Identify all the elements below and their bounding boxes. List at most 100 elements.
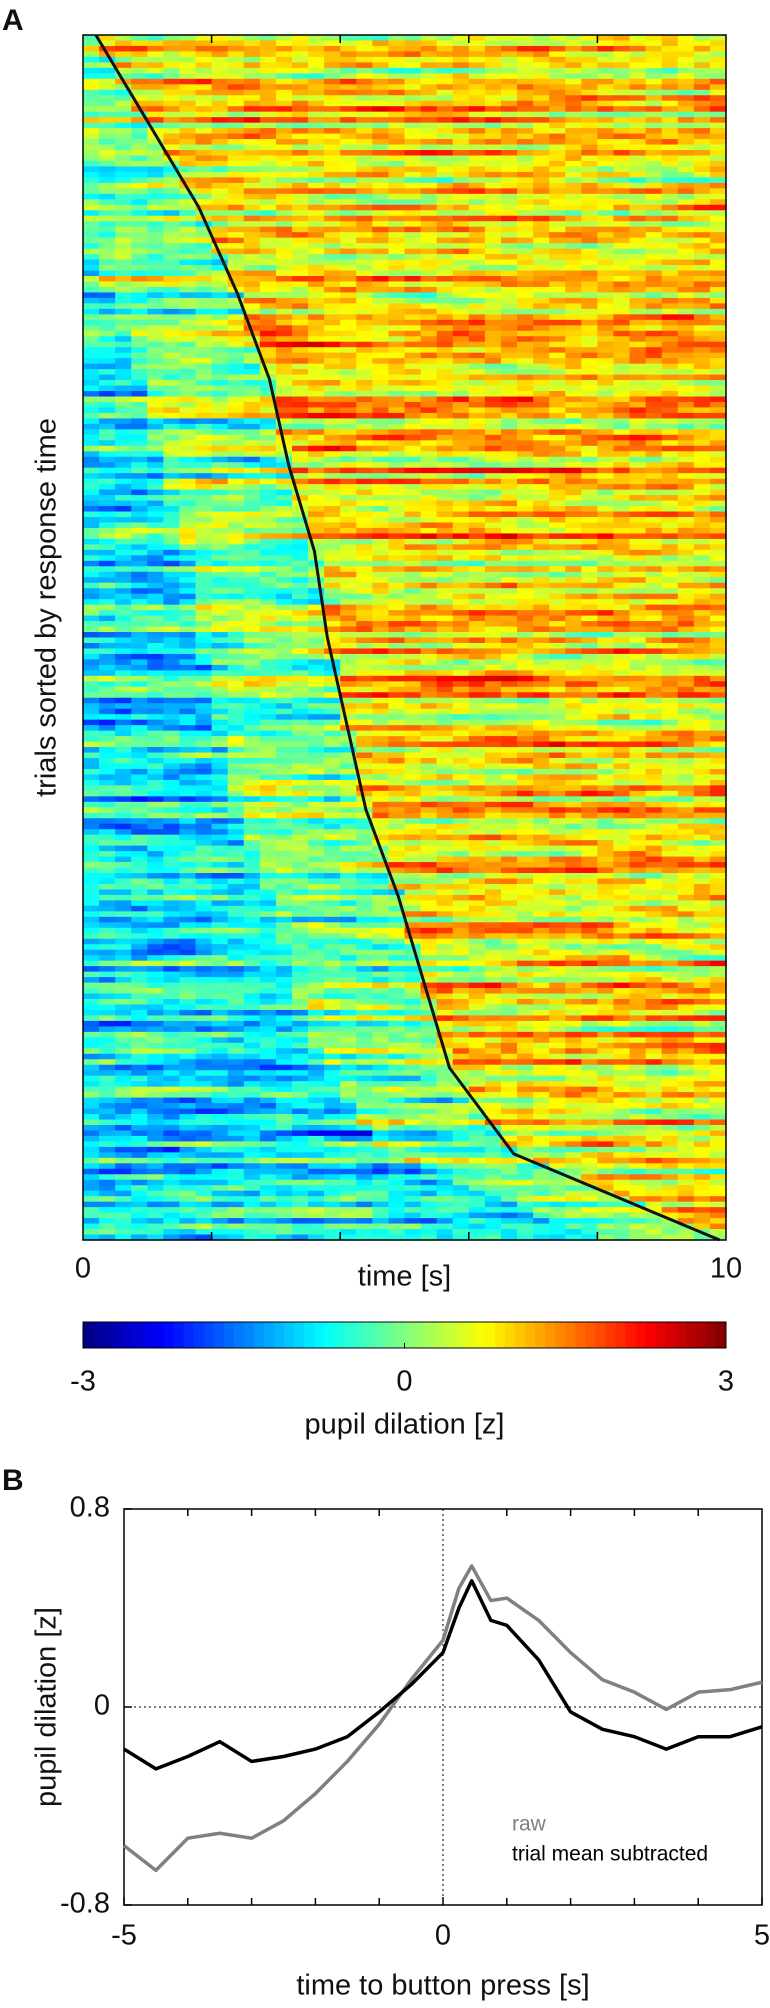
heatmap-cell — [549, 358, 566, 365]
heatmap-cell — [533, 582, 550, 589]
heatmap-cell — [163, 533, 181, 540]
heatmap-cell — [565, 106, 582, 113]
heatmap-cell — [179, 533, 197, 540]
heatmap-cell — [549, 582, 566, 589]
heatmap-cell — [597, 248, 615, 255]
heatmap-cell — [356, 336, 373, 343]
heatmap-cell — [645, 670, 663, 677]
heatmap-cell — [163, 51, 181, 58]
heatmap-cell — [613, 199, 631, 206]
heatmap-cell — [308, 210, 325, 217]
heatmap-cell — [597, 128, 615, 134]
heatmap-cell — [645, 484, 663, 491]
heatmap-cell — [468, 308, 486, 315]
heatmap-cell — [308, 341, 325, 348]
heatmap-cell — [340, 396, 357, 403]
heatmap-cell — [645, 265, 663, 271]
heatmap-cell — [211, 363, 229, 370]
heatmap-cell — [308, 703, 325, 710]
heatmap-cell — [243, 697, 261, 704]
heatmap-cell — [83, 385, 100, 392]
heatmap-cell — [388, 314, 406, 321]
heatmap-cell — [677, 615, 695, 622]
heatmap-cell — [115, 341, 132, 348]
heatmap-cell — [709, 215, 727, 222]
heatmap-cell — [404, 632, 422, 638]
heatmap-cell — [211, 489, 229, 496]
heatmap-cell — [565, 363, 582, 370]
heatmap-cell — [356, 221, 373, 228]
heatmap-cell — [291, 675, 309, 682]
heatmap-cell — [99, 637, 116, 644]
heatmap-cell — [356, 648, 373, 655]
heatmap-cell — [517, 111, 534, 118]
heatmap-cell — [99, 610, 116, 616]
heatmap-cell — [195, 62, 213, 69]
heatmap-cell — [340, 128, 357, 134]
heatmap-cell — [549, 456, 566, 463]
heatmap-cell — [259, 686, 277, 693]
heatmap-cell — [533, 243, 550, 250]
heatmap-cell — [83, 380, 100, 386]
heatmap-cell — [709, 478, 727, 485]
heatmap-cell — [517, 128, 534, 134]
heatmap-cell — [227, 276, 245, 282]
heatmap-cell — [115, 73, 132, 80]
heatmap-cell — [356, 560, 373, 567]
heatmap-cell — [693, 396, 711, 403]
heatmap-cell — [340, 150, 357, 156]
heatmap-cell — [99, 171, 116, 178]
heatmap-cell — [340, 133, 357, 140]
heatmap-cell — [533, 276, 550, 282]
heatmap-cell — [645, 396, 663, 403]
heatmap-cell — [356, 347, 373, 354]
heatmap-cell — [597, 418, 615, 425]
heatmap-cell — [195, 352, 213, 359]
heatmap-cell — [420, 95, 438, 102]
heatmap-cell — [436, 467, 454, 474]
heatmap-cell — [693, 122, 711, 129]
heatmap-cell — [372, 248, 390, 255]
heatmap-cell — [259, 314, 277, 321]
heatmap-cell — [565, 177, 582, 184]
heatmap-cell — [291, 621, 309, 627]
heatmap-cell — [484, 615, 502, 622]
heatmap-cell — [356, 89, 373, 96]
heatmap-cell — [243, 254, 261, 260]
heatmap-cell — [115, 210, 132, 217]
heatmap-cell — [147, 292, 164, 299]
heatmap-cell — [645, 517, 663, 523]
heatmap-cell — [517, 582, 534, 589]
heatmap-cell — [597, 281, 615, 288]
heatmap-cell — [661, 303, 679, 310]
heatmap-cell — [340, 451, 357, 458]
heatmap-cell — [99, 412, 116, 419]
heatmap-cell — [597, 177, 615, 184]
heatmap-cell — [83, 150, 100, 156]
heatmap-cell — [356, 276, 373, 282]
heatmap-cell — [179, 703, 197, 710]
heatmap-cell — [211, 56, 229, 63]
heatmap-cell — [131, 445, 148, 452]
heatmap-cell — [693, 571, 711, 578]
heatmap-cell — [452, 78, 470, 85]
heatmap-cell — [147, 418, 164, 425]
heatmap-cell — [356, 270, 373, 277]
heatmap-cell — [356, 210, 373, 217]
heatmap-cell — [275, 549, 293, 556]
heatmap-cell — [661, 347, 679, 354]
heatmap-cell — [693, 681, 711, 688]
heatmap-cell — [211, 292, 229, 299]
heatmap-cell — [275, 423, 293, 430]
heatmap-cell — [693, 610, 711, 616]
heatmap-cell — [179, 276, 197, 282]
heatmap-cell — [565, 560, 582, 567]
heatmap-cell — [275, 385, 293, 392]
heatmap-cell — [452, 188, 470, 195]
heatmap-cell — [388, 270, 406, 277]
heatmap-cell — [468, 237, 486, 244]
heatmap-cell — [195, 199, 213, 206]
heatmap-cell — [147, 106, 164, 113]
heatmap-cell — [388, 133, 406, 140]
heatmap-cell — [163, 642, 181, 649]
